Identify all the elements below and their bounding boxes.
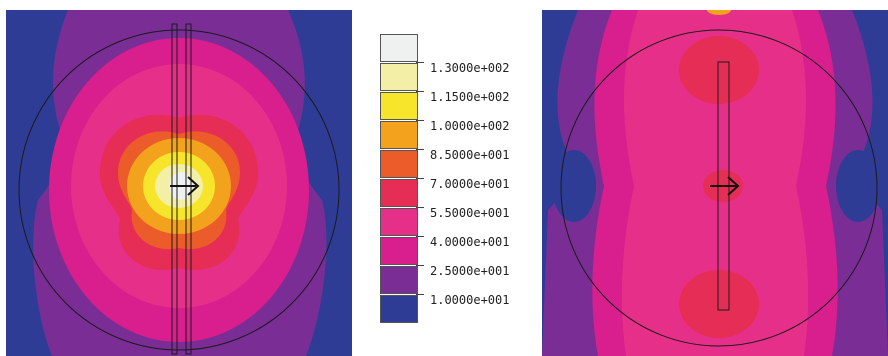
legend-tick xyxy=(416,207,424,208)
right-arrow-icon xyxy=(710,176,740,196)
right-field-plot xyxy=(542,10,888,356)
legend-swatch xyxy=(380,295,418,323)
legend-label: 2.5000e+001 xyxy=(430,264,510,278)
legend-label: 1.0000e+002 xyxy=(430,119,510,133)
right-arrow-icon xyxy=(170,176,200,196)
legend-label: 1.0000e+001 xyxy=(430,293,510,307)
legend-label: 1.1500e+002 xyxy=(430,90,510,104)
boundary-circle xyxy=(560,29,878,347)
top-red-lobe xyxy=(679,36,759,104)
boundary-circle xyxy=(18,29,340,351)
legend-swatch xyxy=(380,179,418,207)
legend-label: 4.0000e+001 xyxy=(430,235,510,249)
legend-swatch xyxy=(380,208,418,236)
dipole-arm-left xyxy=(171,23,178,355)
legend-label: 5.5000e+001 xyxy=(430,206,510,220)
left-field-plot xyxy=(6,10,352,356)
legend-tick xyxy=(416,265,424,266)
legend-swatch xyxy=(380,34,418,62)
legend-tick xyxy=(416,91,424,92)
legend-tick xyxy=(416,178,424,179)
left-blue-lobe xyxy=(552,150,596,222)
color-legend: 1.3000e+002 1.1500e+002 1.0000e+002 8.50… xyxy=(378,34,538,344)
legend-label: 7.0000e+001 xyxy=(430,177,510,191)
legend-swatch xyxy=(380,266,418,294)
dipole-arm-right xyxy=(185,23,192,355)
legend-swatch xyxy=(380,150,418,178)
legend-swatch xyxy=(380,63,418,91)
legend-label: 1.3000e+002 xyxy=(430,61,510,75)
legend-tick xyxy=(416,294,424,295)
legend-label: 8.5000e+001 xyxy=(430,148,510,162)
legend-swatch xyxy=(380,121,418,149)
legend-tick xyxy=(416,120,424,121)
bottom-red-lobe xyxy=(679,270,759,338)
legend-tick xyxy=(416,149,424,150)
right-blue-lobe xyxy=(836,150,880,222)
legend-tick xyxy=(416,236,424,237)
legend-swatch xyxy=(380,92,418,120)
legend-swatch xyxy=(380,237,418,265)
top-orange-sliver xyxy=(707,10,731,15)
legend-tick xyxy=(416,62,424,63)
